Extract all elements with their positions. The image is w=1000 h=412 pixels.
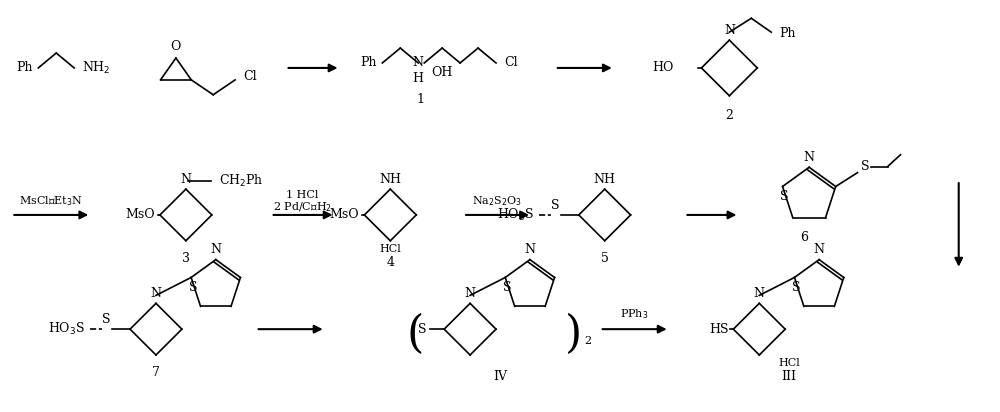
Text: CH$_2$Ph: CH$_2$Ph: [219, 173, 263, 189]
Text: 1: 1: [416, 93, 424, 106]
Text: 1 HCl: 1 HCl: [286, 190, 319, 200]
Text: HCl: HCl: [778, 358, 800, 368]
Text: 2: 2: [584, 336, 591, 346]
Text: N: N: [814, 243, 825, 256]
Text: 7: 7: [152, 366, 160, 379]
Text: S: S: [418, 323, 426, 336]
Text: S: S: [780, 190, 789, 203]
Text: N: N: [465, 287, 476, 300]
Text: MsO: MsO: [125, 208, 155, 221]
Text: 6: 6: [800, 231, 808, 244]
Text: S: S: [792, 281, 801, 294]
Text: S: S: [861, 160, 870, 173]
Text: S: S: [102, 313, 110, 326]
Text: Ph: Ph: [360, 56, 377, 70]
Text: 2 Pd/C，H$_2$: 2 Pd/C，H$_2$: [273, 200, 332, 214]
Text: (: (: [407, 313, 424, 356]
Text: ): ): [565, 313, 582, 356]
Text: NH: NH: [379, 173, 401, 186]
Text: IV: IV: [493, 370, 507, 383]
Text: N: N: [180, 173, 191, 186]
Text: S: S: [189, 281, 197, 294]
Text: N: N: [754, 287, 765, 300]
Text: 2: 2: [725, 109, 733, 122]
Text: MsCl，Et$_3$N: MsCl，Et$_3$N: [19, 194, 83, 208]
Text: N: N: [210, 243, 221, 256]
Text: H: H: [413, 72, 424, 85]
Text: 4: 4: [386, 256, 394, 269]
Text: HO$_3$S: HO$_3$S: [48, 321, 85, 337]
Text: N: N: [413, 56, 424, 70]
Text: OH: OH: [431, 66, 453, 79]
Text: O: O: [171, 40, 181, 53]
Text: HO: HO: [652, 61, 674, 75]
Text: N: N: [804, 151, 815, 164]
Text: Ph: Ph: [779, 27, 796, 40]
Text: 5: 5: [601, 252, 609, 265]
Text: Ph: Ph: [16, 61, 33, 75]
Text: NH$_2$: NH$_2$: [82, 60, 111, 76]
Text: MsO: MsO: [330, 208, 359, 221]
Text: S: S: [503, 281, 512, 294]
Text: N: N: [724, 24, 735, 37]
Text: 3: 3: [182, 252, 190, 265]
Text: N: N: [150, 287, 161, 300]
Text: III: III: [782, 370, 797, 383]
Text: S: S: [551, 199, 559, 211]
Text: HS: HS: [709, 323, 728, 336]
Text: NH: NH: [594, 173, 616, 186]
Text: N: N: [524, 243, 535, 256]
Text: PPh$_3$: PPh$_3$: [620, 307, 649, 321]
Text: HCl: HCl: [379, 244, 401, 254]
Text: Cl: Cl: [243, 70, 257, 83]
Text: HO$_3$S: HO$_3$S: [497, 207, 534, 223]
Text: Na$_2$S$_2$O$_3$: Na$_2$S$_2$O$_3$: [472, 194, 522, 208]
Text: Cl: Cl: [504, 56, 518, 70]
